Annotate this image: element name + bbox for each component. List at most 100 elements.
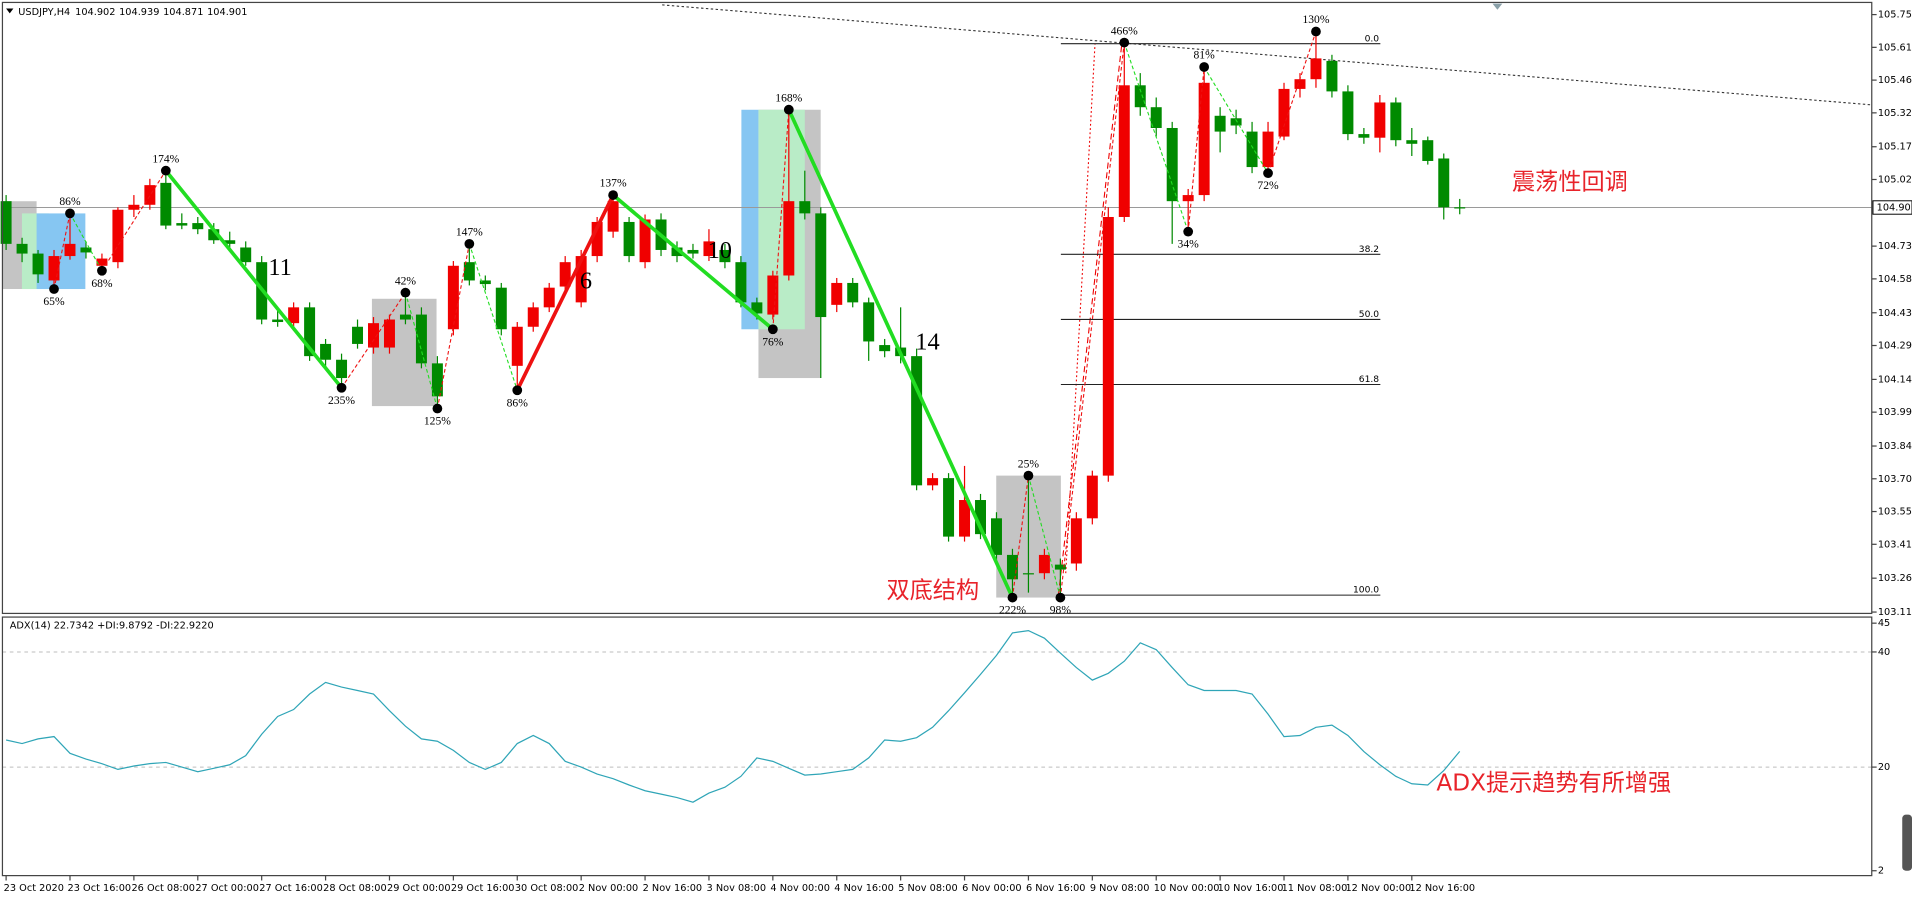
swing-point (1263, 168, 1273, 179)
candle-body (1054, 564, 1066, 570)
last-high: 104.939 (119, 7, 159, 18)
candle-body (352, 326, 364, 344)
swing-label: 98% (1050, 604, 1072, 617)
swing-label: 174% (152, 152, 179, 165)
candle-body (1390, 102, 1402, 141)
fib-label: 0.0 (1365, 34, 1380, 44)
candle-body (863, 302, 875, 342)
y-tick-label: 103.260 (1878, 573, 1912, 584)
candle-body (208, 229, 220, 241)
wave-label: 10 (708, 237, 732, 264)
swing-point (97, 265, 107, 276)
candle-body (735, 262, 747, 303)
y-tick-label: 20 (1878, 762, 1890, 773)
annotation: 双底结构 (886, 578, 979, 604)
zigzag-layer (49, 26, 1321, 603)
swing-point (608, 190, 618, 200)
swing-point (65, 208, 75, 219)
candle-body (80, 247, 92, 253)
annotation: 震荡性回调 (1512, 169, 1628, 195)
y-tick-label: 104.585 (1878, 274, 1912, 285)
candle-body (671, 247, 683, 257)
swing-label: 86% (59, 195, 81, 208)
swing-label: 466% (1111, 24, 1138, 37)
y-tick-label: 2 (1878, 866, 1884, 877)
x-tick-label: 29 Oct 16:00 (451, 883, 515, 894)
y-tick-label: 105.170 (1878, 142, 1912, 153)
swing-point (767, 324, 778, 335)
scroll-handle[interactable] (1902, 814, 1912, 871)
swing-label: 68% (91, 277, 113, 290)
candle-body (927, 478, 939, 486)
y-tick-label: 105.755 (1878, 10, 1912, 21)
candle-body (447, 265, 459, 330)
swing-point (432, 403, 443, 414)
swing-label: 42% (395, 274, 417, 287)
candle-body (543, 287, 555, 308)
candle-body (1246, 131, 1258, 168)
candle-body (575, 256, 587, 303)
candle-body (368, 323, 379, 348)
candle-body (1166, 127, 1178, 202)
zigzag-segment (1011, 475, 1029, 598)
candle-body (128, 204, 140, 210)
swing-point (1183, 226, 1194, 237)
candle-body (304, 307, 316, 357)
zigzag-segment (1267, 31, 1317, 174)
swing-point (160, 165, 171, 176)
range-box (36, 213, 86, 290)
candle-body (1278, 88, 1290, 137)
x-tick-label: 6 Nov 00:00 (962, 883, 1022, 894)
candle-body (1134, 85, 1146, 108)
candle-body (288, 307, 300, 324)
candle-body (990, 518, 1002, 555)
zigzag-segment (404, 292, 438, 409)
x-tick-label: 29 Oct 00:00 (387, 883, 451, 894)
candle-body (559, 262, 571, 287)
candle-body (224, 240, 236, 244)
candle-body (1182, 195, 1194, 202)
candle-body (527, 307, 539, 327)
swing-label: 65% (43, 295, 65, 308)
last-open: 104.902 (75, 7, 115, 18)
swing-label: 72% (1257, 179, 1279, 192)
symbol: USDJPY,H4 (18, 7, 70, 18)
zigzag-segment (53, 213, 71, 290)
candle-body (511, 326, 523, 366)
y-tick-label: 103.700 (1878, 474, 1912, 485)
x-tick-label: 3 Nov 08:00 (707, 883, 767, 894)
shift-marker[interactable] (1492, 3, 1503, 10)
candle-body (1342, 91, 1354, 135)
candle-body (639, 219, 651, 263)
menu-arrow[interactable] (6, 8, 14, 14)
candle-body (320, 343, 332, 360)
swing-point (1055, 592, 1066, 603)
swing-point (783, 104, 794, 115)
swing-label: 137% (600, 177, 627, 190)
zigzag-segment (1123, 42, 1189, 232)
y-tick-label: 40 (1878, 647, 1890, 658)
swing-point (1007, 592, 1018, 603)
swing-label: 235% (328, 394, 355, 407)
y-tick-label: 104.290 (1878, 341, 1912, 352)
candles-layer (0, 31, 1466, 803)
x-tick-label: 23 Oct 16:00 (68, 883, 132, 894)
zigzag-segment (1027, 475, 1061, 598)
annotation: ADX提示趋势有所增强 (1436, 771, 1671, 797)
x-tick-label: 11 Nov 08:00 (1282, 883, 1348, 894)
candle-body (591, 221, 603, 257)
candle-body (463, 262, 475, 281)
swing-label: 125% (424, 415, 451, 428)
candle-body (623, 221, 635, 257)
swing-point (1023, 470, 1034, 481)
candle-body (799, 201, 811, 214)
zigzag-segment (436, 243, 470, 409)
zigzag-segment (341, 292, 406, 389)
y-tick-label: 105.610 (1878, 42, 1912, 53)
candle-body (959, 500, 971, 537)
wave-label: 6 (580, 267, 592, 294)
swing-label: 168% (775, 91, 802, 104)
x-tick-label: 12 Nov 00:00 (1345, 883, 1411, 894)
candle-body (879, 345, 891, 352)
